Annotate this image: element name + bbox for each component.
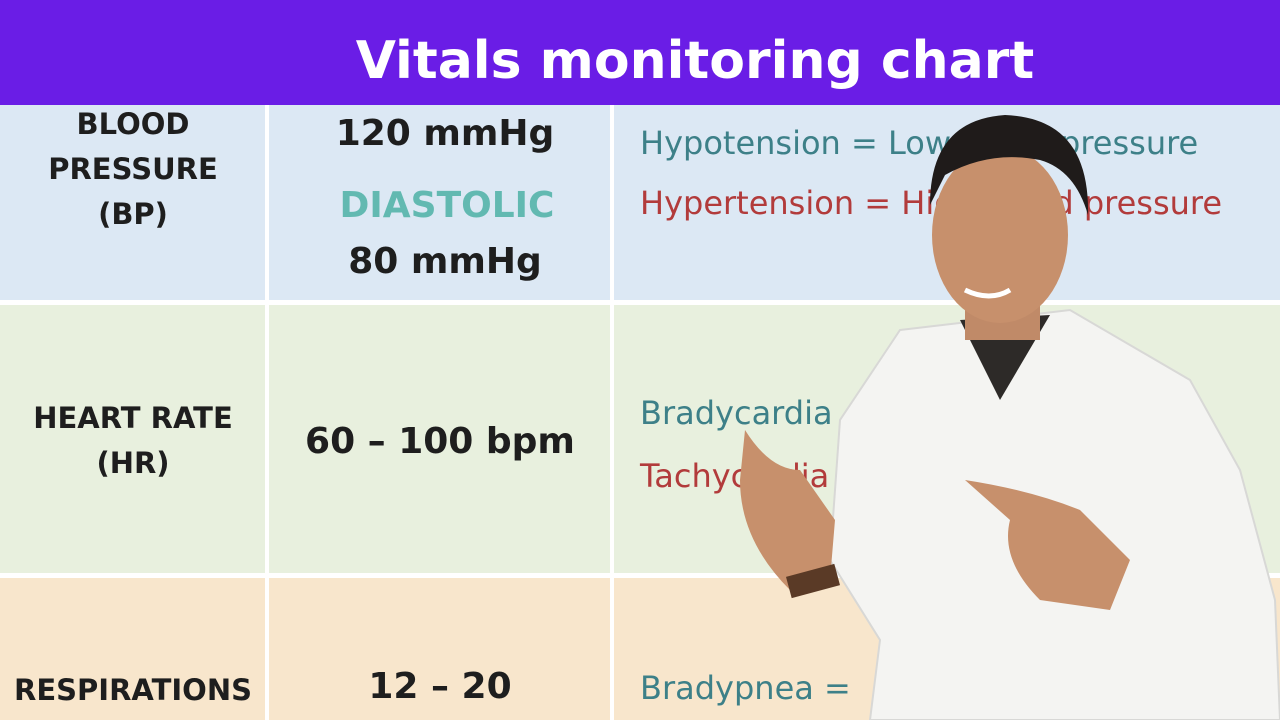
cell: [0, 578, 265, 720]
cell: [269, 305, 610, 573]
vital-label: (HR): [96, 446, 169, 480]
vital-label: PRESSURE: [48, 152, 218, 186]
vital-label: BLOOD: [77, 107, 190, 141]
note: Bradycardia: [640, 394, 833, 432]
normal-value: 12 – 20: [368, 666, 511, 707]
title: Vitals monitoring chart: [356, 31, 1035, 91]
presenter: [740, 115, 1280, 720]
cell: [269, 105, 610, 300]
cell: [0, 305, 265, 573]
normal-value: 80 mmHg: [348, 241, 542, 282]
note: Hypotension = Low blood pressure: [640, 124, 1198, 162]
note: Bradypnea =: [640, 669, 851, 707]
vital-label: HEART RATE: [33, 401, 233, 435]
normal-value: 60 – 100 bpm: [305, 421, 575, 462]
vital-label: (BP): [98, 197, 168, 231]
normal-value: 120 mmHg: [336, 113, 555, 154]
title-banner: [0, 0, 1280, 105]
cell: [0, 105, 265, 300]
vital-label: RESPIRATIONS: [14, 673, 252, 707]
normal-subtitle: DIASTOLIC: [340, 185, 555, 226]
cell: [269, 578, 610, 720]
